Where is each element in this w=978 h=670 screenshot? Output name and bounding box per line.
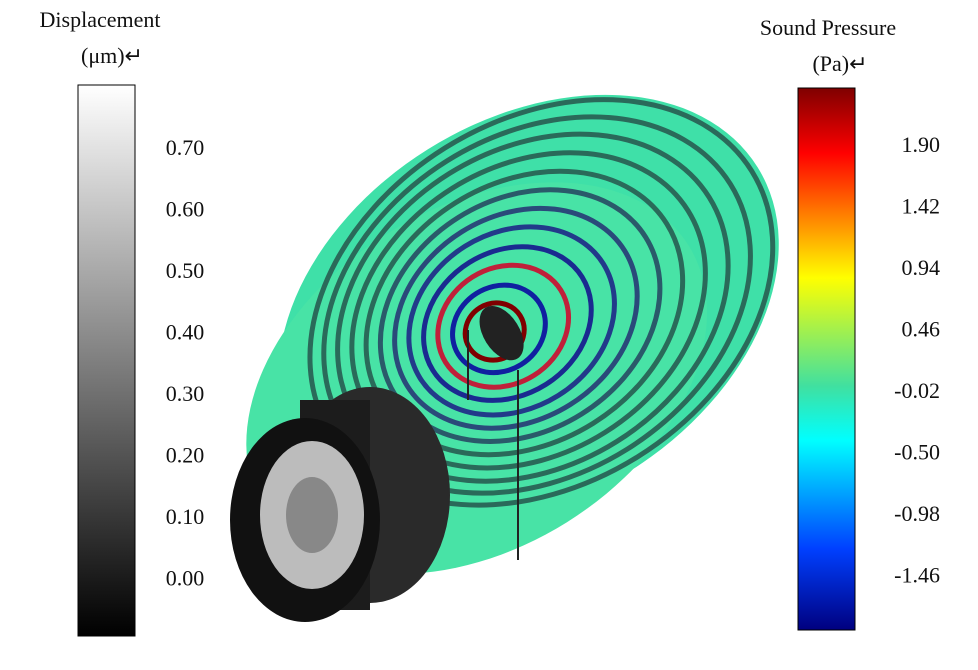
ring — [450, 282, 548, 376]
tick-label: 0.60 — [166, 197, 205, 222]
ring — [392, 205, 640, 431]
ring — [435, 262, 572, 390]
left-title: Displacement — [40, 7, 161, 32]
tick-label: 0.00 — [166, 566, 205, 591]
left-unit: (μm)↵ — [81, 43, 143, 68]
tick-label: 1.90 — [902, 132, 941, 157]
tick-label: 0.40 — [166, 320, 205, 345]
left-ticks: 0.70 0.60 0.50 0.40 0.30 0.20 0.10 0.00 — [166, 135, 205, 591]
wheel-center — [286, 477, 338, 553]
right-unit: (Pa)↵ — [812, 51, 867, 76]
tick-label: 0.20 — [166, 443, 205, 468]
tick-label: -0.50 — [894, 440, 940, 465]
wheel — [230, 387, 450, 622]
tick-label: -1.46 — [894, 563, 940, 588]
tick-label: 0.30 — [166, 381, 205, 406]
tick-label: 0.70 — [166, 135, 205, 160]
tick-label: -0.98 — [894, 501, 940, 526]
left-colorbar — [77, 84, 136, 637]
source — [479, 305, 524, 361]
tick-label: 0.94 — [902, 255, 941, 280]
right-ticks: 1.90 1.42 0.94 0.46 -0.02 -0.50 -0.98 -1.46 — [894, 132, 940, 588]
tick-label: 0.46 — [902, 317, 941, 342]
right-title: Sound Pressure — [760, 15, 896, 40]
tick-label: -0.02 — [894, 378, 940, 403]
tick-label: 1.42 — [902, 194, 941, 219]
ring — [421, 244, 594, 403]
tick-label: 0.50 — [166, 258, 205, 283]
right-colorbar — [797, 87, 856, 631]
tick-label: 0.10 — [166, 504, 205, 529]
ring — [406, 224, 617, 418]
